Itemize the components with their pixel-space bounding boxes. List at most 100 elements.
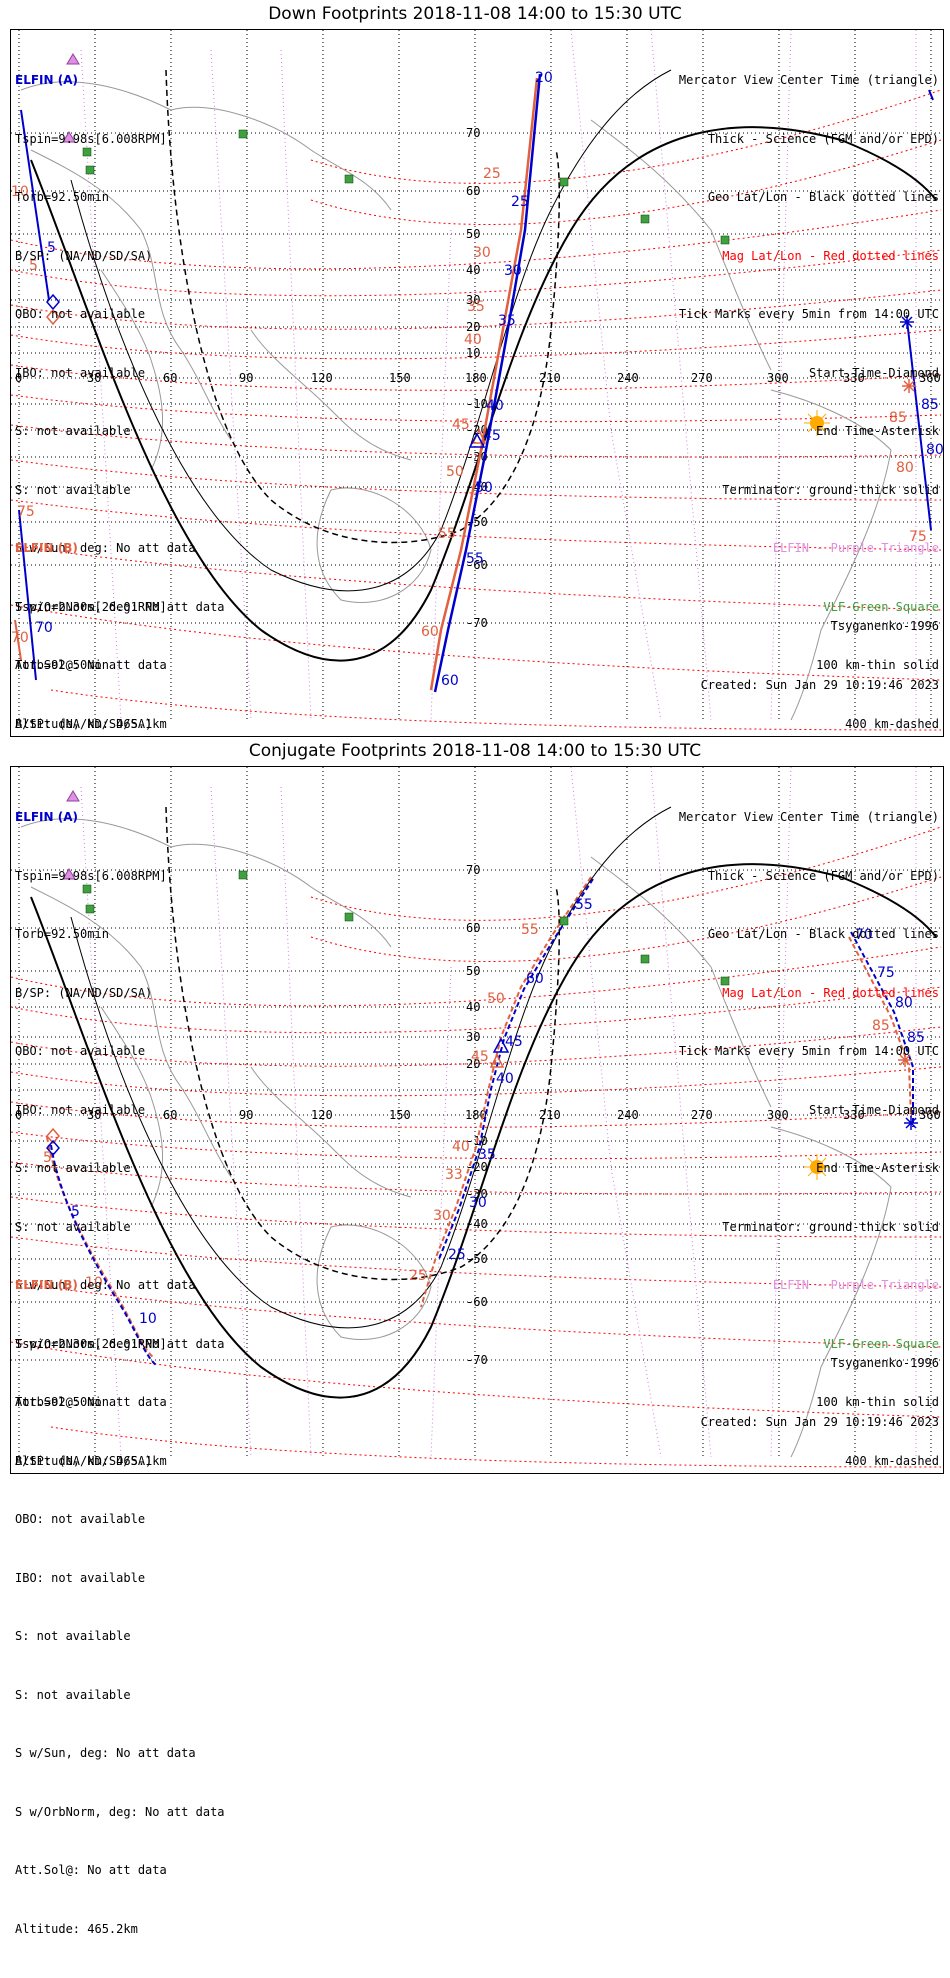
conjugate-footprints-panel: 70 60 50 40 30 20 -10 -20 -30 -40 -50 -6…: [10, 766, 944, 1936]
lon-tick: 300: [767, 1108, 789, 1122]
torb: Torb=92.50min: [15, 1395, 109, 1409]
vlf-square: [559, 177, 569, 187]
tick-label: 25: [448, 1247, 466, 1263]
model-name: Tsyganenko-1996: [830, 619, 939, 633]
elfin-b-end-asterisk: [902, 379, 916, 393]
lat-tick: -70: [466, 1353, 488, 1367]
s-with-sun: S w/Sun, deg: No att data: [15, 1746, 196, 1760]
tick-label: 35: [478, 1147, 496, 1163]
s-status: S: not available: [15, 1629, 131, 1643]
elfin-a-track: [433, 73, 542, 693]
lon-tick: 30: [87, 371, 101, 385]
lat-tick: -70: [466, 616, 488, 630]
tick-label: 30: [504, 263, 522, 279]
footer: Tsyganenko-1996 Created: Sun Jan 29 10:1…: [701, 578, 939, 734]
lat-tick: 70: [466, 863, 480, 877]
tick-label: 25: [483, 166, 501, 182]
legend: Mercator View Center Time (triangle) Thi…: [679, 769, 939, 1510]
elfin-a-start-diamond: [46, 1139, 60, 1157]
att-sol: Att.Sol@: No att data: [15, 1395, 167, 1409]
tspin: Tspin=2.30s[26.01RPM]: [15, 1336, 167, 1351]
tick-label: 60: [441, 673, 459, 689]
elfin-b-start-diamond: [46, 308, 60, 326]
s-with-orbnorm: S w/OrbNorm, deg: No att data: [15, 599, 225, 614]
elfin-a-end-asterisk: [904, 1116, 918, 1130]
legend-item: 100 km-thin solid: [816, 658, 939, 672]
lat-tick: -30: [466, 1187, 488, 1201]
footer: Tsyganenko-1996 Created: Sun Jan 29 10:1…: [701, 1315, 939, 1471]
tick-label: 55: [521, 922, 539, 938]
lon-tick: 30: [87, 1108, 101, 1122]
legend-item: ELFIN - Purple Triangle: [772, 1278, 939, 1292]
elfin-a-right-track: [906, 319, 932, 531]
bsp: B/SP: (NA/ND/SD/SA): [15, 1453, 153, 1468]
obo: OBO: not available: [15, 307, 146, 321]
tick-label: 30: [433, 1208, 451, 1224]
lat-tick: 50: [466, 964, 480, 978]
tick-label: 5: [71, 1204, 80, 1220]
lon-tick-labels: 0 30 60 90 120 150 180 210 240 270 300 3…: [15, 371, 941, 385]
vlf-square: [238, 870, 248, 880]
terminator-curve: [30, 863, 937, 1399]
down-footprints-panel: 70 60 50 40 30 20 10 -10 -20 -30 -40 -50…: [10, 29, 944, 1199]
legend-item: Tick Marks every 5min from 14:00 UTC: [678, 307, 939, 321]
vlf-square: [640, 214, 650, 224]
elfin-b-header: ELFIN (B): [15, 1278, 78, 1292]
elfin-a-center-triangle: [492, 1037, 510, 1053]
tick-label: 25: [409, 1268, 427, 1284]
lon-tick: 90: [239, 1108, 253, 1122]
ibo: IBO: not available: [15, 1570, 146, 1585]
terminator-curve: [30, 126, 937, 662]
legend-item: 100 km-thin solid: [816, 1395, 939, 1409]
down-footprints-map: 70 60 50 40 30 20 10 -10 -20 -30 -40 -50…: [11, 30, 943, 731]
lon-tick: 180: [465, 371, 487, 385]
tick-label: 75: [17, 504, 35, 520]
lon-tick: 120: [311, 371, 333, 385]
tick-label: 85: [921, 397, 939, 413]
obo: OBO: not available: [15, 1512, 146, 1526]
tick-label: 30: [469, 1195, 487, 1211]
lon-tick: 0: [15, 371, 22, 385]
tick-label: 50: [475, 480, 493, 496]
elfin-b-tick-labels: 25 30 35 40 45 50 55 60 5 10 85 80 75 75…: [11, 166, 927, 646]
tick-label: 35: [498, 313, 516, 329]
legend: Mercator View Center Time (triangle) Thi…: [679, 32, 939, 773]
lat-tick: 40: [466, 263, 480, 277]
tick-label: 50: [487, 991, 505, 1007]
lat-tick: 60: [466, 921, 480, 935]
legend-item: Start Time-Diamond: [808, 365, 939, 380]
legend-item: VLF-Green Square: [823, 1336, 939, 1351]
tick-label: 70: [35, 620, 53, 636]
tick-label: 40: [496, 1071, 514, 1087]
torb: Torb=92.50min: [15, 658, 109, 672]
lon-tick: 270: [691, 1108, 713, 1122]
elfin-station-triangle: [62, 131, 76, 143]
lat-tick: 40: [466, 1000, 480, 1014]
tick-label: 70: [855, 927, 873, 943]
ibo: IBO: not available: [15, 365, 146, 380]
tick-label: 45: [452, 417, 470, 433]
elfin-b-tick-labels: 55 50 45 40 33 30 25 5 10 85: [43, 922, 890, 1291]
s-status: S: not available: [15, 482, 131, 497]
tick-label: 70: [11, 630, 29, 646]
s-with-sun: S w/Sun, deg: No att data: [15, 1278, 196, 1292]
legend-item: ELFIN - Purple Triangle: [772, 541, 939, 555]
tick-label: 60: [526, 971, 544, 987]
tick-label: 30: [473, 245, 491, 261]
tick-label: 5: [47, 240, 56, 256]
tick-label: 85: [872, 1018, 890, 1034]
elfin-b-left-track-2: [14, 619, 22, 661]
legend-item: Thick - Science (FGM and/or EPD): [707, 868, 939, 883]
vlf-square: [85, 165, 95, 175]
s-with-orbnorm: S w/OrbNorm, deg: No att data: [15, 1804, 225, 1819]
tick-label: 80: [926, 442, 943, 458]
elfin-b-end-asterisk: [898, 1053, 912, 1067]
att-sol: Att.Sol@: No att data: [15, 1863, 167, 1877]
top-map-title: Down Footprints 2018-11-08 14:00 to 15:3…: [268, 4, 682, 24]
tick-label: 55: [575, 897, 593, 913]
geo-lon-grid: [18, 767, 932, 1457]
tick-label: 80: [895, 995, 913, 1011]
elfin-a-right-track: [850, 931, 914, 1127]
lat-tick: 10: [466, 346, 480, 360]
vlf-square: [82, 884, 92, 894]
